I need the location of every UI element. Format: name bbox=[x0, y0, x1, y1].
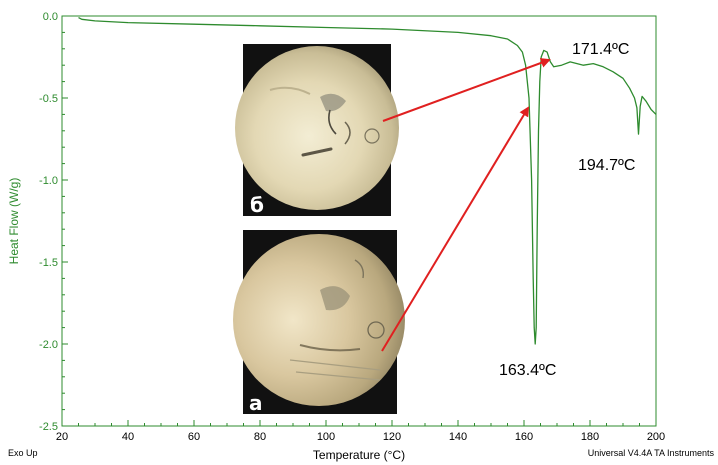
x-tick-label: 100 bbox=[317, 431, 335, 443]
y-axis-ticks: 0.0 -0.5 -1.0 -1.5 -2.0 -2.5 bbox=[39, 11, 68, 433]
instrument-label: Universal V4.4A TA Instruments bbox=[588, 448, 715, 458]
x-axis-title: Temperature (°C) bbox=[313, 448, 405, 462]
y-tick-label: -1.5 bbox=[39, 257, 58, 269]
y-axis-title: Heat Flow (W/g) bbox=[7, 178, 21, 265]
heat-flow-curve bbox=[78, 17, 657, 345]
x-tick-label: 160 bbox=[515, 431, 533, 443]
y-tick-label: -0.5 bbox=[39, 93, 58, 105]
annotation-163: 163.4ºC bbox=[499, 362, 556, 379]
y-tick-label: -2.0 bbox=[39, 339, 58, 351]
y-tick-label: -2.5 bbox=[39, 421, 58, 433]
y-tick-label: 0.0 bbox=[43, 11, 58, 23]
y-tick-label: -1.0 bbox=[39, 175, 58, 187]
x-tick-label: 20 bbox=[56, 431, 68, 443]
x-tick-label: 40 bbox=[122, 431, 134, 443]
annotation-194: 194.7ºC bbox=[578, 157, 635, 174]
x-axis-ticks: 20 40 60 80 100 120 140 160 180 200 bbox=[56, 420, 665, 443]
x-tick-label: 140 bbox=[449, 431, 467, 443]
exo-up-label: Exo Up bbox=[8, 448, 38, 458]
x-tick-label: 80 bbox=[254, 431, 266, 443]
micrograph-a-label: а bbox=[249, 391, 263, 415]
micrograph-b-label: б bbox=[250, 193, 264, 217]
micrograph-b: б bbox=[235, 44, 399, 217]
arrow-a-to-163 bbox=[381, 106, 530, 352]
x-tick-label: 200 bbox=[647, 431, 665, 443]
x-tick-label: 180 bbox=[581, 431, 599, 443]
x-tick-label: 60 bbox=[188, 431, 200, 443]
x-tick-label: 120 bbox=[383, 431, 401, 443]
annotation-171: 171.4ºC bbox=[572, 41, 629, 58]
arrow-b-to-171 bbox=[382, 58, 551, 122]
micrograph-a: а bbox=[233, 230, 405, 415]
